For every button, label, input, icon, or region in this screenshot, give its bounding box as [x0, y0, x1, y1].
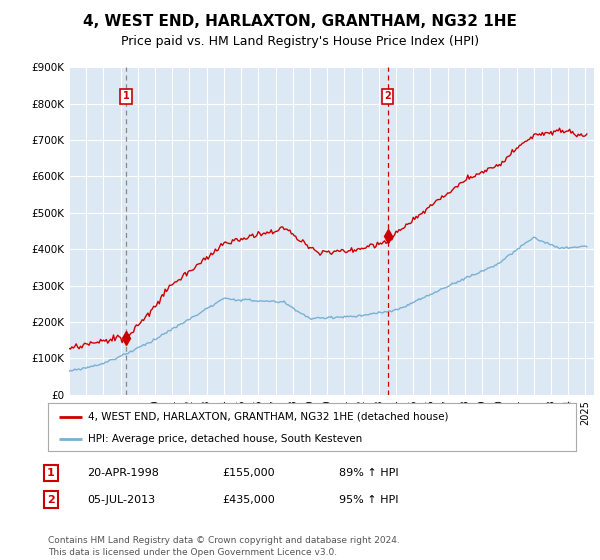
Text: 1: 1	[122, 91, 130, 101]
Text: 2: 2	[384, 91, 391, 101]
Text: 05-JUL-2013: 05-JUL-2013	[87, 494, 155, 505]
Text: 4, WEST END, HARLAXTON, GRANTHAM, NG32 1HE (detached house): 4, WEST END, HARLAXTON, GRANTHAM, NG32 1…	[88, 412, 448, 422]
Text: 95% ↑ HPI: 95% ↑ HPI	[339, 494, 398, 505]
Text: 4, WEST END, HARLAXTON, GRANTHAM, NG32 1HE: 4, WEST END, HARLAXTON, GRANTHAM, NG32 1…	[83, 14, 517, 29]
Text: £435,000: £435,000	[222, 494, 275, 505]
Text: £155,000: £155,000	[222, 468, 275, 478]
Text: Price paid vs. HM Land Registry's House Price Index (HPI): Price paid vs. HM Land Registry's House …	[121, 35, 479, 48]
Text: HPI: Average price, detached house, South Kesteven: HPI: Average price, detached house, Sout…	[88, 434, 362, 444]
Text: 20-APR-1998: 20-APR-1998	[87, 468, 159, 478]
Text: 89% ↑ HPI: 89% ↑ HPI	[339, 468, 398, 478]
Text: 1: 1	[47, 468, 55, 478]
Text: 2: 2	[47, 494, 55, 505]
Text: Contains HM Land Registry data © Crown copyright and database right 2024.
This d: Contains HM Land Registry data © Crown c…	[48, 536, 400, 557]
